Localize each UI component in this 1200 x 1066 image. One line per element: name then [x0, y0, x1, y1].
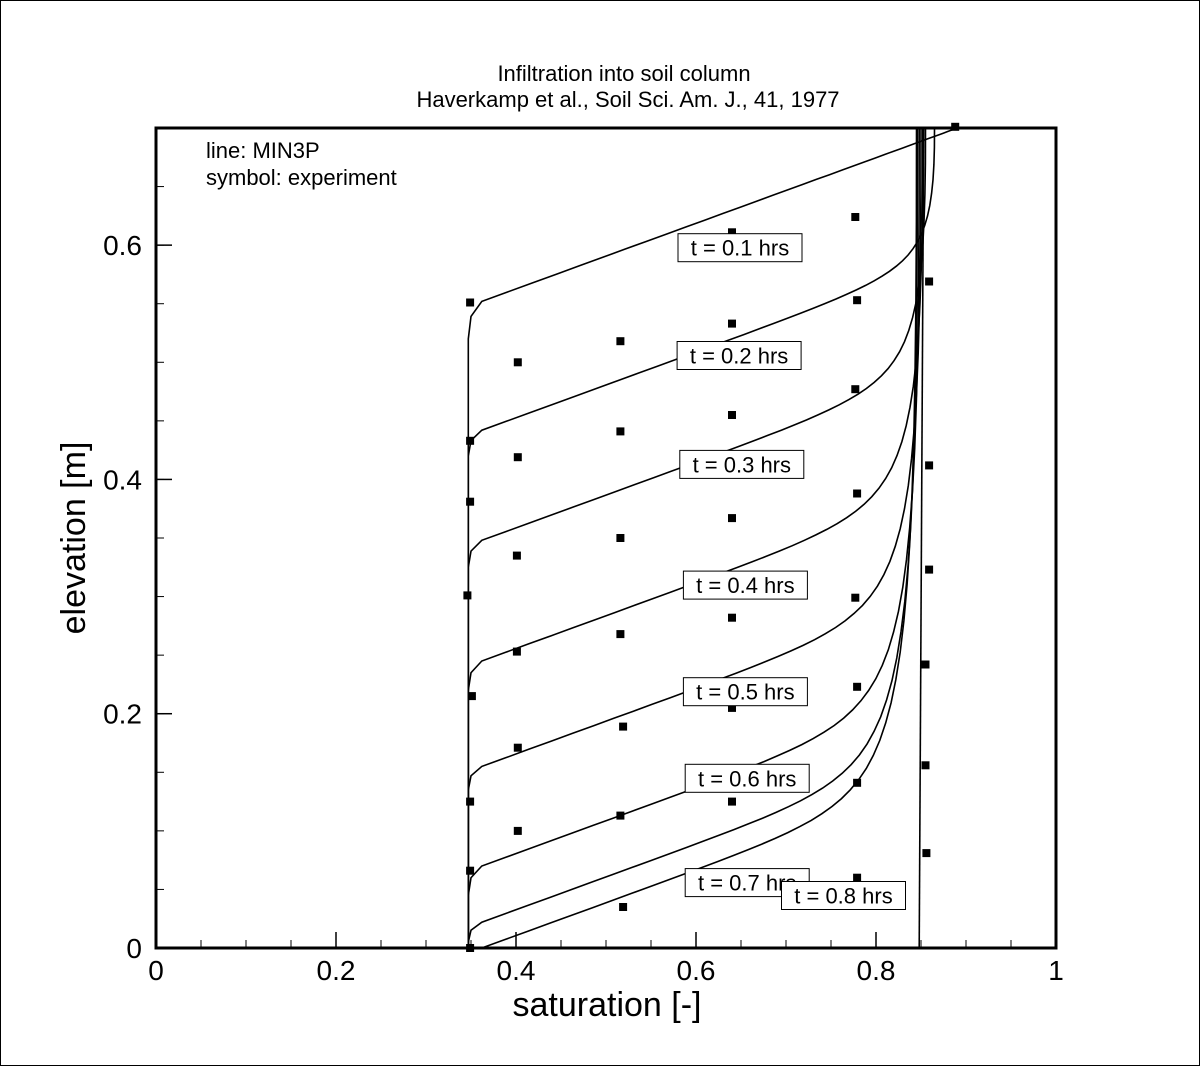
- curve-label-6: t = 0.6 hrs: [698, 766, 796, 791]
- experiment-point: [728, 514, 736, 523]
- curve-label-4: t = 0.4 hrs: [696, 573, 794, 598]
- experiment-point: [512, 551, 521, 560]
- experiment-point: [853, 296, 862, 305]
- curve-5: [467, 127, 922, 948]
- experiment-point: [853, 682, 862, 691]
- experiment-point: [513, 826, 522, 835]
- curve-label-box: [781, 881, 906, 910]
- curve-label-7: t = 0.7 hrs: [698, 871, 796, 896]
- experiment-point: [513, 358, 522, 367]
- chart-subtitle: Haverkamp et al., Soil Sci. Am. J., 41, …: [416, 87, 839, 112]
- experiment-point: [616, 427, 625, 436]
- x-tick-labels: 0 0.2 0.4 0.6 0.8 1: [148, 955, 1064, 986]
- plot-frame: [154, 126, 1058, 950]
- experiment-point: [851, 385, 860, 394]
- experiment-point: [616, 337, 625, 346]
- curve-label-box: [684, 763, 810, 793]
- x-tick-label: 0: [148, 955, 164, 986]
- simulation-curves: [467, 127, 958, 949]
- experiment-point: [513, 743, 522, 752]
- curve-6: [467, 127, 920, 948]
- x-axis-title: saturation [-]: [513, 986, 702, 1024]
- curve-label-box: [679, 449, 805, 479]
- x-tick-label: 0.4: [497, 955, 536, 986]
- y-tick-label: 0.2: [103, 699, 142, 730]
- x-tick-label: 0.2: [317, 955, 356, 986]
- experiment-point: [921, 660, 930, 669]
- curve-8: [468, 127, 918, 949]
- experiment-point: [728, 797, 736, 806]
- curve-label-3: t = 0.3 hrs: [693, 452, 791, 477]
- curve-label-2: t = 0.2 hrs: [690, 344, 788, 369]
- experiment-point: [616, 630, 625, 639]
- curve-labels: t = 0.1 hrs t = 0.2 hrs t = 0.3 hrs t = 0.4…: [676, 233, 906, 910]
- experiment-point: [728, 228, 736, 237]
- curve-saturated-edge: [918, 127, 925, 949]
- experiment-point: [728, 411, 736, 419]
- experiment-point: [925, 565, 934, 574]
- experiment-point: [851, 593, 860, 602]
- experiment-point: [467, 692, 476, 701]
- experiment-point: [921, 761, 930, 770]
- curve-label-box: [676, 341, 802, 370]
- x-tick-label: 0.8: [857, 955, 896, 986]
- experiment-point: [619, 903, 628, 911]
- experiment-point: [463, 591, 472, 600]
- experiment-point: [466, 797, 475, 806]
- x-tick-label: 1: [1048, 955, 1064, 986]
- y-axis-title: elevation [m]: [55, 442, 93, 635]
- experiment-point: [616, 534, 625, 542]
- experiment-point: [728, 703, 736, 712]
- experiment-point: [466, 298, 475, 307]
- experiment-point: [728, 613, 736, 622]
- experiment-point: [728, 319, 736, 328]
- experiment-point: [853, 873, 862, 882]
- x-tick-label: 0.6: [677, 955, 716, 986]
- experiment-point: [853, 489, 862, 498]
- curve-4: [467, 127, 924, 948]
- curve-label-5: t = 0.5 hrs: [696, 680, 794, 705]
- experiment-point: [851, 213, 860, 221]
- experiment-point: [466, 866, 475, 875]
- curve-label-1: t = 0.1 hrs: [691, 236, 789, 261]
- experiment-point: [512, 647, 521, 656]
- y-tick-labels: 0 0.2 0.4 0.6: [103, 230, 142, 964]
- curve-label-box: [682, 677, 808, 707]
- y-tick-label: 0.4: [103, 464, 142, 495]
- experiment-point: [619, 722, 628, 731]
- legend-line-note: line: MIN3P: [206, 138, 320, 163]
- experiment-point: [925, 277, 934, 286]
- experiment-point: [925, 461, 934, 470]
- experiment-point: [466, 497, 475, 506]
- experiment-point: [466, 436, 475, 445]
- y-tick-label: 0.6: [103, 230, 142, 261]
- experiment-point: [922, 849, 931, 858]
- curve-label-box: [677, 233, 803, 263]
- experiment-point: [513, 453, 522, 462]
- curve-1: [467, 127, 958, 948]
- experiment-point: [616, 811, 625, 820]
- legend-symbol-note: symbol: experiment: [206, 165, 397, 190]
- experiment-point: [853, 778, 862, 787]
- curve-label-box: [682, 570, 808, 600]
- y-tick-label: 0: [126, 933, 142, 964]
- curve-label-8: t = 0.8 hrs: [794, 884, 892, 909]
- chart-title: Infiltration into soil column: [497, 61, 750, 86]
